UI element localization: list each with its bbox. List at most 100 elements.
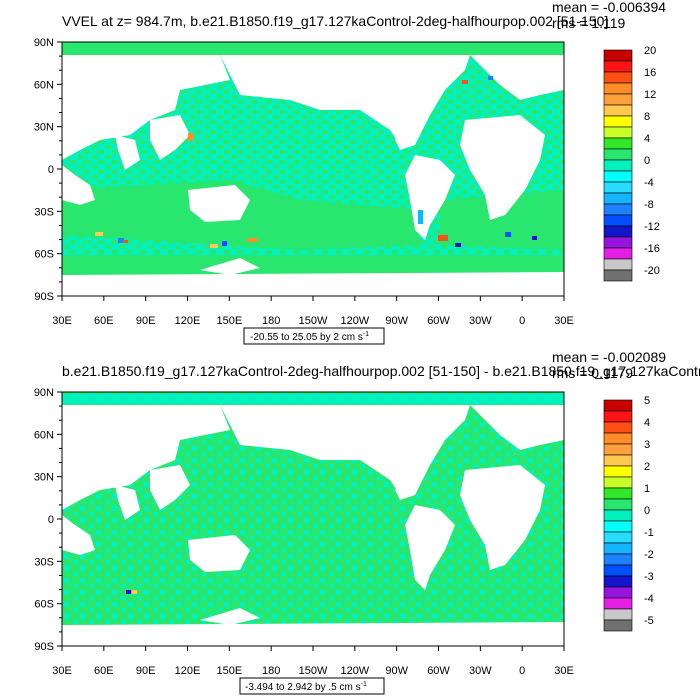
colorbar-segment — [603, 564, 633, 577]
lat-tick-label: 30S — [34, 556, 54, 568]
colorbar-segment — [603, 104, 633, 117]
rms-label: rms = 1.119 — [552, 15, 625, 31]
colorbar-segment — [603, 531, 633, 544]
colorbar-segment — [603, 203, 633, 216]
lon-tick-label: 90E — [136, 665, 156, 677]
lat-tick-label: 90N — [34, 387, 54, 399]
lat-tick-label: 90N — [34, 37, 54, 49]
lat-tick-label: 0 — [48, 164, 54, 176]
lat-axis: 90N 60N 30N 0 30S 60S 90S — [34, 387, 62, 653]
colorbar-segment — [603, 159, 633, 172]
colorbar-segment — [603, 597, 633, 610]
rms-label: rms = 0.1179 — [552, 365, 633, 381]
map-svg-top: VVEL at z= 984.7m, b.e21.B1850.f19_g17.1… — [34, 0, 666, 345]
colorbar-segment — [603, 542, 633, 555]
colorbar-segment — [603, 454, 633, 467]
colorbar: 5 4 3 2 1 0 -1 -2 -3 -4 -5 — [603, 395, 654, 632]
colorbar-label: 5 — [644, 395, 650, 407]
lon-tick-label: 30W — [469, 315, 492, 327]
colorbar-label: -12 — [644, 221, 660, 233]
lon-tick-label: 150E — [216, 315, 242, 327]
colorbar-label: 1 — [644, 483, 650, 495]
lat-tick-label: 60N — [34, 79, 54, 91]
colorbar-segment — [603, 619, 633, 632]
colorbar-label: -4 — [644, 177, 654, 189]
range-box: -20.55 to 25.05 by 2 cm s-1 — [243, 327, 385, 345]
svg-text:-3.494 to 2.942 by .5 cm s-1: -3.494 to 2.942 by .5 cm s-1 — [245, 681, 367, 693]
colorbar-label: -2 — [644, 549, 654, 561]
lon-tick-label: 120W — [340, 665, 369, 677]
lat-tick-label: 30S — [34, 206, 54, 218]
lon-tick-label: 90E — [136, 315, 156, 327]
lat-tick-label: 0 — [48, 514, 54, 526]
colorbar-segment — [603, 192, 633, 205]
colorbar-segment — [603, 487, 633, 500]
lon-tick-label: 30E — [52, 665, 72, 677]
anomaly-spots — [126, 590, 137, 594]
land — [62, 405, 564, 646]
lon-tick-label: 120W — [340, 315, 369, 327]
colorbar-segment — [603, 82, 633, 95]
colorbar-label: -3 — [644, 571, 654, 583]
lon-tick-label: 60W — [427, 315, 450, 327]
lon-tick-label: 90W — [385, 315, 408, 327]
colorbar-segment — [603, 586, 633, 599]
lon-tick-label: 150W — [299, 315, 328, 327]
colorbar-segment — [603, 71, 633, 84]
colorbar-segment — [603, 49, 633, 62]
colorbar-segment — [603, 225, 633, 238]
mean-label: mean = -0.002089 — [552, 350, 666, 365]
lon-tick-label: 0 — [519, 315, 525, 327]
lat-tick-label: 60S — [34, 599, 54, 611]
colorbar-segment — [603, 421, 633, 434]
map-area — [61, 391, 565, 647]
map-area — [61, 41, 565, 297]
land — [62, 55, 564, 296]
colorbar-label: 0 — [644, 505, 650, 517]
colorbar-segment — [603, 258, 633, 271]
colorbar-segment — [603, 509, 633, 522]
lat-tick-label: 30N — [34, 122, 54, 134]
colorbar-segment — [603, 126, 633, 139]
lon-tick-label: 120E — [175, 665, 201, 677]
colorbar-segment — [603, 247, 633, 260]
colorbar-segment — [603, 465, 633, 478]
range-box: -3.494 to 2.942 by .5 cm s-1 — [239, 677, 385, 695]
colorbar-segment — [603, 410, 633, 423]
panel-bottom: b.e21.B1850.f19_g17.127kaControl-2deg-ha… — [0, 350, 700, 700]
colorbar-segment — [603, 399, 633, 412]
lat-tick-label: 60S — [34, 249, 54, 261]
colorbar-label: -1 — [644, 527, 654, 539]
colorbar-segment — [603, 476, 633, 489]
lon-tick-label: 150W — [299, 665, 328, 677]
colorbar-segment — [603, 181, 633, 194]
mean-label: mean = -0.006394 — [552, 0, 666, 15]
colorbar-segment — [603, 608, 633, 621]
panel-title: b.e21.B1850.f19_g17.127kaControl-2deg-ha… — [62, 363, 700, 379]
colorbar-label: 3 — [644, 439, 650, 451]
anomaly-spots — [95, 76, 537, 248]
lon-tick-label: 30E — [52, 315, 72, 327]
colorbar-segment — [603, 520, 633, 533]
colorbar-segment — [603, 214, 633, 227]
colorbar-segment — [603, 575, 633, 588]
colorbar-segment — [603, 269, 633, 282]
colorbar-segment — [603, 93, 633, 106]
lon-tick-label: 30E — [554, 665, 574, 677]
colorbar-label: 8 — [644, 111, 650, 123]
colorbar-segment — [603, 60, 633, 73]
svg-text:-20.55 to 25.05 by 2 cm s-1: -20.55 to 25.05 by 2 cm s-1 — [250, 331, 369, 343]
lon-tick-label: 30W — [469, 665, 492, 677]
colorbar-label: 12 — [644, 89, 656, 101]
lon-tick-label: 180 — [262, 665, 280, 677]
panel-top: VVEL at z= 984.7m, b.e21.B1850.f19_g17.1… — [34, 0, 666, 345]
lon-tick-label: 60E — [94, 315, 114, 327]
colorbar-label: -20 — [644, 265, 660, 277]
colorbar-segment — [603, 432, 633, 445]
lon-axis: 30E 60E 90E 120E 150E 180 150W 120W 90W 60W 30W 0 30… — [52, 296, 574, 327]
lon-tick-label: 60W — [427, 665, 450, 677]
map-svg-bottom: b.e21.B1850.f19_g17.127kaControl-2deg-ha… — [34, 350, 700, 695]
lon-tick-label: 180 — [262, 315, 280, 327]
colorbar-label: -16 — [644, 243, 660, 255]
colorbar-segment — [603, 553, 633, 566]
